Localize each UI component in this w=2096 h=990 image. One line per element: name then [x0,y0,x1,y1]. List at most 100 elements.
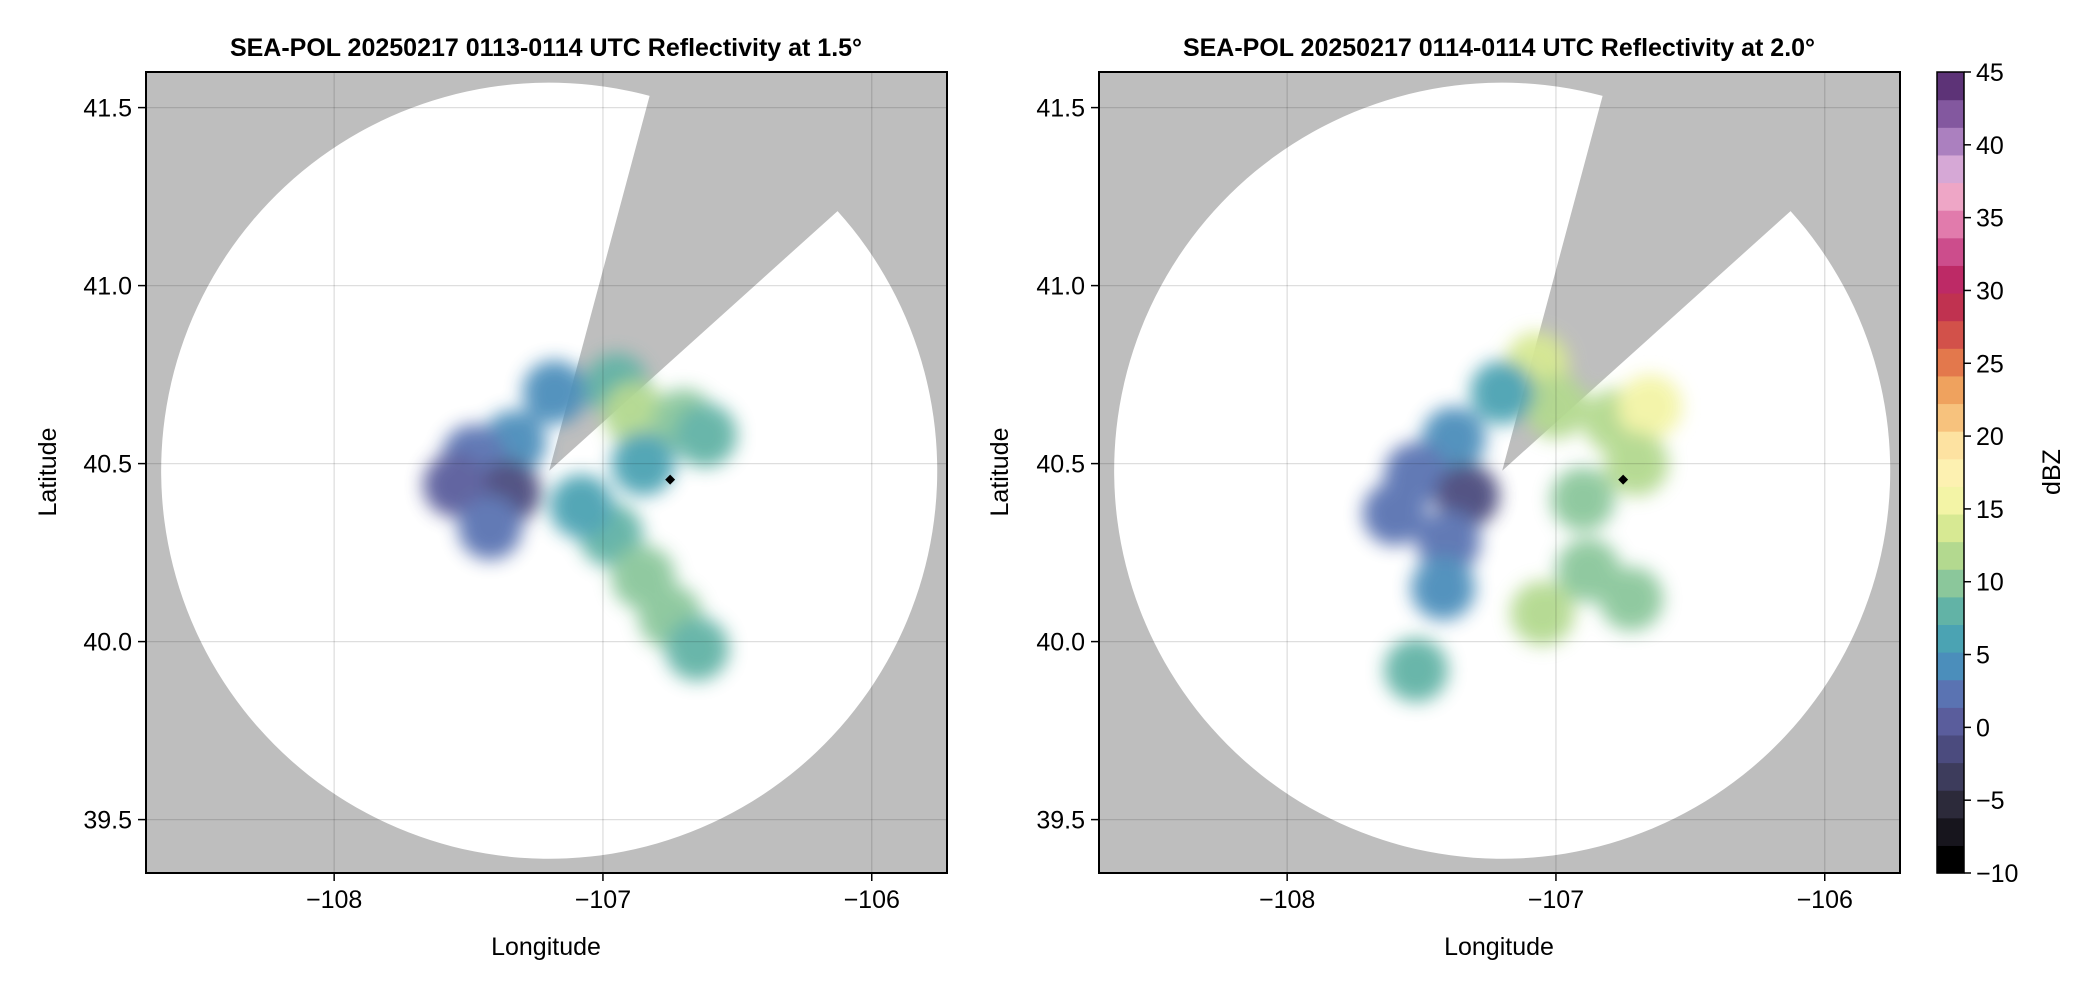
left-y-axis-label: Latitude [34,428,62,517]
echo-cell [522,360,587,425]
colorbar-band [1937,624,1964,653]
colorbar-band [1937,817,1964,846]
y-tick-label: 39.5 [83,807,132,835]
x-tick-label: −106 [844,886,900,914]
colorbar-band [1937,403,1964,432]
colorbar-tick-label: 25 [1976,350,2004,378]
echo-cell [1510,581,1575,646]
echo-cell [1523,374,1588,439]
right-axes-frame [1098,71,1901,874]
colorbar-band [1937,72,1964,101]
echo-cell [1384,638,1449,703]
radar-coverage-area [161,82,938,859]
y-tick-label: 41.0 [83,273,132,301]
colorbar-tick-label: 20 [1976,423,2004,451]
echo-cell [664,616,730,681]
echo-cell [1617,374,1683,439]
echo-cell [603,381,668,446]
colorbar-tick-label: −10 [1976,860,2018,888]
colorbar-tick-label: 45 [1976,59,2004,87]
colorbar-band [1937,320,1964,349]
right-axis-ticks: −108 −107 −106 39.5 40.0 40.5 41.0 41.5 [1036,95,1853,914]
colorbar-tick-label: 35 [1976,205,2004,233]
echo-cell [1599,566,1664,631]
colorbar-band [1937,486,1964,515]
right-plot-area [1099,72,1900,873]
colorbar-band [1937,734,1964,764]
colorbar-tick-label: 10 [1976,569,2004,597]
colorbar-band [1937,292,1964,322]
colorbar-band [1937,707,1964,736]
right-radar-panel: SEA-POL 20250217 0114-0114 UTC Reflectiv… [986,34,1901,961]
colorbar-band [1937,348,1964,377]
colorbar-band [1937,569,1964,598]
colorbar-tick-label: 0 [1976,714,1990,742]
colorbar-tick-label: 40 [1976,132,2004,160]
right-y-axis-label: Latitude [986,428,1014,517]
site-marker [1618,474,1629,485]
echo-cell [1416,509,1481,574]
left-radar-panel: SEA-POL 20250217 0113-0114 UTC Reflectiv… [34,34,948,961]
echo-cell [549,474,614,539]
left-x-axis-label: Longitude [491,933,601,961]
y-tick-label: 39.5 [1036,807,1085,835]
colorbar-band [1937,210,1964,239]
right-panel-title: SEA-POL 20250217 0114-0114 UTC Reflectiv… [1183,34,1815,62]
colorbar-band [1937,790,1964,819]
y-tick-label: 40.0 [1036,629,1085,657]
colorbar-band [1937,513,1964,543]
echo-cell [458,495,523,560]
colorbar-tick-label: 15 [1976,496,2004,524]
x-tick-label: −106 [1797,886,1853,914]
y-tick-label: 40.5 [83,451,132,479]
colorbar: −10 −5 0 5 10 15 20 25 30 35 40 45 dBZ [1936,59,2066,888]
right-x-axis-label: Longitude [1444,933,1554,961]
left-axes-frame [145,71,948,874]
x-tick-label: −108 [306,886,362,914]
y-tick-label: 40.0 [83,629,132,657]
echo-field [423,353,738,681]
y-tick-label: 41.5 [1036,95,1085,123]
x-tick-label: −108 [1259,886,1315,914]
colorbar-band [1937,154,1964,184]
y-tick-label: 40.5 [1036,451,1085,479]
colorbar-band [1937,127,1964,156]
left-panel-title: SEA-POL 20250217 0113-0114 UTC Reflectiv… [230,34,862,62]
colorbar-label: dBZ [2038,449,2066,495]
colorbar-band [1937,541,1964,570]
colorbar-band [1937,845,1964,874]
colorbar-band [1937,99,1964,128]
colorbar-band [1937,431,1964,460]
left-plot-area [146,72,947,873]
colorbar-band [1937,458,1964,487]
y-tick-label: 41.5 [83,95,132,123]
echo-cell [1362,481,1427,546]
echo-field [1362,331,1683,703]
echo-cell [611,431,676,496]
colorbar-bands [1937,72,1964,874]
echo-cell [1470,360,1535,425]
colorbar-band [1937,762,1964,791]
colorbar-band [1937,679,1964,708]
colorbar-band [1937,237,1964,266]
colorbar-tick-label: 30 [1976,277,2004,305]
left-axis-ticks: −108 −107 −106 39.5 40.0 40.5 41.0 41.5 [83,95,900,914]
x-tick-label: −107 [1528,886,1584,914]
echo-cell [1550,467,1615,532]
colorbar-band [1937,265,1964,294]
colorbar-tick-label: 5 [1976,642,1990,670]
colorbar-band [1937,375,1964,405]
colorbar-band [1937,596,1964,626]
site-marker [665,474,676,485]
x-tick-label: −107 [575,886,631,914]
colorbar-band [1937,652,1964,681]
colorbar-frame [1936,71,1965,874]
radar-coverage-area [1114,82,1891,859]
colorbar-band [1937,182,1964,211]
echo-cell [1411,556,1476,621]
echo-cell [673,403,738,468]
colorbar-ticks: −10 −5 0 5 10 15 20 25 30 35 40 45 [1964,59,2018,888]
y-tick-label: 41.0 [1036,273,1085,301]
colorbar-tick-label: −5 [1976,787,2005,815]
